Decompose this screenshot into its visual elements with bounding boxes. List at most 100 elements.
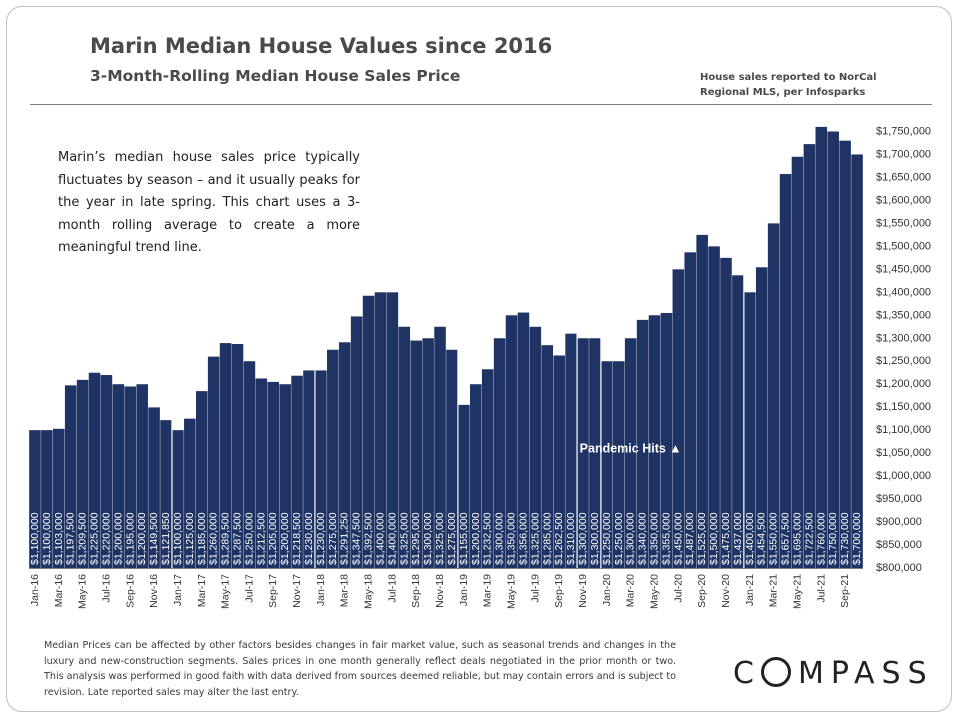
bar-Jun-19 <box>517 312 530 568</box>
bar-label-Jul-17: $1,250,000 <box>243 512 255 565</box>
y-tick-label-1550000: $1,550,000 <box>876 217 931 229</box>
bar-Apr-21 <box>779 173 792 569</box>
bar-Nov-17 <box>291 375 303 568</box>
bar-Sep-20 <box>696 234 708 568</box>
bar-Oct-20 <box>708 246 720 569</box>
x-tick-label-Jan-21: Jan-21 <box>744 574 756 606</box>
bar-label-Jun-21: $1,722,500 <box>803 512 815 565</box>
bar-label-Mar-19: $1,232,500 <box>482 512 494 565</box>
x-tick-label-Mar-20: Mar-20 <box>625 574 637 607</box>
bar-May-16 <box>76 379 89 568</box>
x-tick-label-Nov-18: Nov-18 <box>434 574 446 608</box>
x-tick-label-Jul-17: Jul-17 <box>243 574 255 603</box>
bar-Sep-21 <box>839 140 851 568</box>
x-tick-label-Jul-16: Jul-16 <box>100 574 112 603</box>
compass-logo: C MPASS <box>733 656 934 692</box>
y-tick-label-1100000: $1,100,000 <box>876 424 931 436</box>
bar-label-Jun-17: $1,287,500 <box>232 512 244 565</box>
bar-Dec-17 <box>303 370 315 568</box>
bar-Jun-20 <box>660 312 673 568</box>
bar-Oct-19 <box>565 333 577 568</box>
bar-Jul-19 <box>529 326 542 568</box>
bar-Aug-20 <box>684 252 697 568</box>
x-tick-label-May-21: May-21 <box>791 574 803 609</box>
bar-label-Nov-20: $1,475,000 <box>720 512 732 565</box>
bar-Jul-21 <box>815 126 828 568</box>
y-tick-label-950000: $950,000 <box>876 493 922 505</box>
bar-Jan-17 <box>172 430 184 568</box>
y-tick-label-900000: $900,000 <box>876 516 922 528</box>
x-tick-label-Mar-16: Mar-16 <box>53 574 65 607</box>
bar-label-Apr-18: $1,347,500 <box>351 512 363 565</box>
bar-Mar-19 <box>481 369 494 568</box>
y-tick-label-1450000: $1,450,000 <box>876 263 931 275</box>
x-tick-label-Nov-16: Nov-16 <box>148 574 160 608</box>
bar-label-Aug-19: $1,285,000 <box>541 512 553 565</box>
bar-label-Jan-19: $1,155,000 <box>458 512 470 565</box>
bar-Nov-18 <box>434 326 446 568</box>
bar-label-Mar-21: $1,550,000 <box>768 512 780 565</box>
bar-label-Sep-16: $1,195,000 <box>124 512 136 565</box>
event-annotation-group: Pandemic Hits ▲ <box>580 442 682 456</box>
x-tick-label-Sep-21: Sep-21 <box>839 574 851 608</box>
y-tick-label-850000: $850,000 <box>876 539 922 551</box>
bar-label-Nov-17: $1,218,500 <box>291 512 303 565</box>
bar-Jun-21 <box>803 144 816 568</box>
bar-label-Jul-21: $1,760,000 <box>815 512 827 565</box>
bar-Sep-17 <box>267 381 280 568</box>
bar-Mar-21 <box>767 223 780 568</box>
x-tick-label-May-18: May-18 <box>363 574 375 609</box>
y-tick-label-1150000: $1,150,000 <box>876 401 931 413</box>
bar-label-Sep-17: $1,205,000 <box>267 512 279 565</box>
bar-label-Aug-17: $1,212,500 <box>255 512 267 565</box>
bar-May-21 <box>791 156 804 568</box>
y-tick-label-1500000: $1,500,000 <box>876 240 931 252</box>
bar-label-Sep-19: $1,262,500 <box>553 512 565 565</box>
chart-subtitle: 3-Month-Rolling Median House Sales Price <box>90 67 461 85</box>
y-tick-label-1000000: $1,000,000 <box>876 470 931 482</box>
x-tick-label-Jan-19: Jan-19 <box>458 574 470 606</box>
bar-Jul-20 <box>672 269 685 568</box>
x-tick-label-May-19: May-19 <box>506 574 518 609</box>
x-tick-label-Sep-16: Sep-16 <box>124 574 136 608</box>
event-annotation-text: Pandemic Hits ▲ <box>580 442 682 456</box>
bar-Apr-17 <box>207 356 220 568</box>
bar-Oct-17 <box>279 384 291 568</box>
bars-group <box>29 126 863 569</box>
x-tick-label-Jan-16: Jan-16 <box>29 574 41 606</box>
bar-label-Aug-20: $1,487,000 <box>684 512 696 565</box>
bar-Sep-18 <box>410 340 422 568</box>
bar-label-Aug-21: $1,750,000 <box>827 512 839 565</box>
source-note-line-2: Regional MLS, per Infosparks <box>700 87 866 98</box>
x-tick-label-May-20: May-20 <box>649 574 661 609</box>
bar-label-Jan-17: $1,100,000 <box>172 512 184 565</box>
bar-May-18 <box>362 295 375 568</box>
x-tick-label-Sep-19: Sep-19 <box>553 574 565 608</box>
bar-label-Apr-21: $1,657,500 <box>780 512 792 565</box>
bar-Apr-20 <box>636 319 649 568</box>
bar-label-Nov-18: $1,325,000 <box>434 512 446 565</box>
y-axis: $800,000 $850,000 $900,000 $950,000 $1,000,0… <box>876 125 931 574</box>
bar-label-Sep-20: $1,525,000 <box>696 512 708 565</box>
bar-label-May-16: $1,209,500 <box>77 512 89 565</box>
x-tick-label-Mar-17: Mar-17 <box>196 574 208 607</box>
y-tick-label-800000: $800,000 <box>876 562 922 574</box>
bar-Aug-18 <box>398 326 411 568</box>
bar-label-Apr-16: $1,197,500 <box>65 512 77 565</box>
bar-Dec-19 <box>589 338 601 568</box>
y-tick-label-1350000: $1,350,000 <box>876 309 931 321</box>
bar-Aug-19 <box>541 345 554 568</box>
x-tick-label-Sep-18: Sep-18 <box>410 574 422 608</box>
bar-label-Jan-18: $1,230,000 <box>315 512 327 565</box>
bar-label-May-17: $1,289,500 <box>220 512 232 565</box>
bar-label-Sep-21: $1,730,000 <box>839 512 851 565</box>
bar-label-Jan-16: $1,100,000 <box>29 512 41 565</box>
bar-label-Oct-18: $1,300,000 <box>422 512 434 565</box>
bar-label-Feb-18: $1,275,000 <box>327 512 339 565</box>
x-tick-label-Jul-21: Jul-21 <box>815 574 827 603</box>
bar-Apr-16 <box>64 385 77 568</box>
bar-label-Jul-18: $1,400,000 <box>386 512 398 565</box>
bar-label-Apr-17: $1,260,000 <box>208 512 220 565</box>
bar-May-20 <box>648 315 661 568</box>
logo-circle-icon <box>760 657 791 687</box>
